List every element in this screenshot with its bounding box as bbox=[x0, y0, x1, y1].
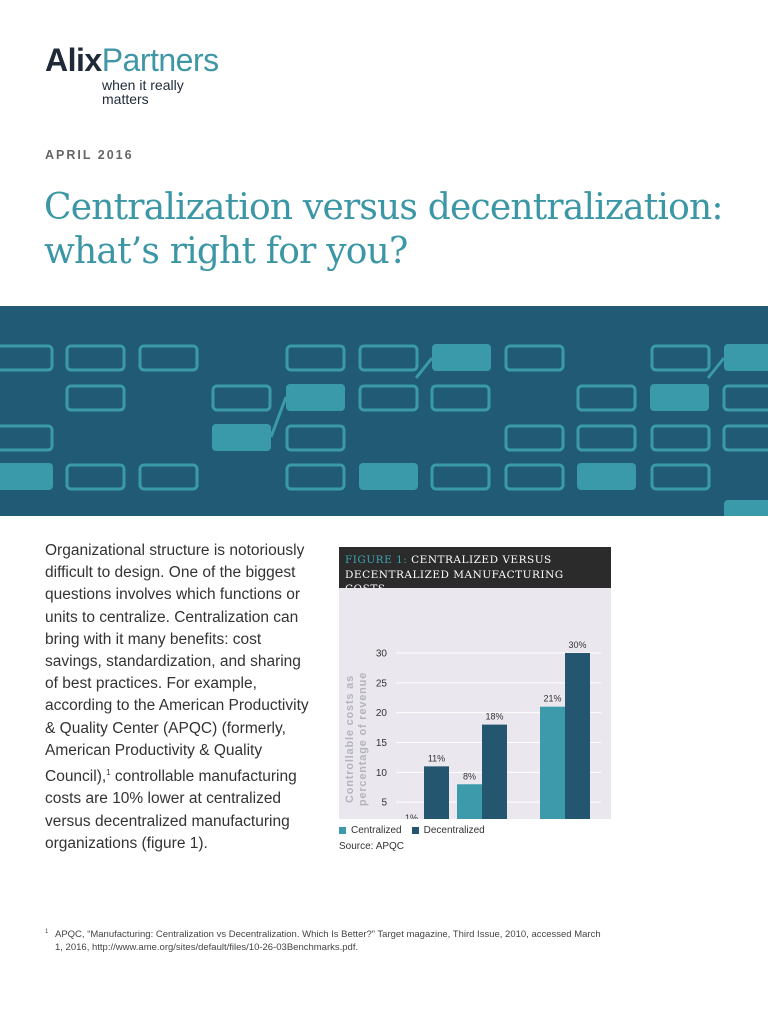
decorative-banner bbox=[0, 306, 768, 516]
footnote-text: APQC, “Manufacturing: Centralization vs … bbox=[55, 929, 601, 953]
figure-label: FIGURE 1: bbox=[345, 554, 408, 566]
chart-source: Source: APQC bbox=[339, 841, 405, 852]
logo-alix: Alix bbox=[45, 42, 102, 78]
data-label: 30% bbox=[568, 640, 586, 650]
title-line-1: Centralization versus decentralization: bbox=[44, 187, 724, 228]
logo-tagline-line2: matters bbox=[102, 91, 149, 107]
legend-swatch-centralized bbox=[339, 827, 346, 834]
y-axis-label-line-2: percentage of revenue bbox=[357, 672, 369, 806]
legend-item-centralized: Centralized bbox=[339, 825, 402, 836]
chart-panel: 051015202530Controllable costs aspercent… bbox=[339, 588, 611, 850]
y-tick-label: 30 bbox=[376, 649, 388, 660]
y-tick-label: 15 bbox=[376, 738, 388, 749]
bar-chart: 051015202530Controllable costs aspercent… bbox=[344, 640, 601, 850]
logo-partners: Partners bbox=[101, 42, 219, 78]
body-text-tail: controllable manufacturing costs are 10%… bbox=[45, 768, 297, 852]
body-paragraph: Organizational structure is notoriously … bbox=[45, 540, 317, 855]
logo-tagline-line1: when it really bbox=[102, 77, 184, 93]
data-label: 18% bbox=[485, 712, 503, 722]
bar-decentralized-2 bbox=[565, 653, 590, 832]
figure-header: FIGURE 1: CENTRALIZED VERSUS DECENTRALIZ… bbox=[339, 547, 611, 595]
footnote: 1 APQC, “Manufacturing: Centralization v… bbox=[45, 928, 605, 954]
legend-label-centralized: Centralized bbox=[351, 825, 402, 836]
legend-swatch-decentralized bbox=[411, 827, 419, 834]
y-tick-label: 10 bbox=[376, 768, 388, 779]
page-title: Centralization versus decentralization: … bbox=[44, 186, 744, 274]
title-line-2: what’s right for you? bbox=[44, 231, 408, 272]
logo-wordmark: AlixPartners bbox=[45, 44, 219, 76]
alixpartners-logo: AlixPartners when it really matters bbox=[45, 44, 219, 106]
bar-centralized-1 bbox=[457, 784, 482, 832]
y-tick-label: 25 bbox=[376, 678, 388, 689]
footnote-reference[interactable]: 1 bbox=[106, 768, 111, 778]
y-tick-label: 5 bbox=[381, 798, 387, 809]
y-axis-label: Controllable costs aspercentage of reven… bbox=[344, 672, 369, 806]
bar-centralized-2 bbox=[540, 706, 565, 832]
bar-decentralized-1 bbox=[482, 724, 507, 832]
data-label: 11% bbox=[428, 753, 445, 763]
data-label: 8% bbox=[463, 771, 476, 781]
figure-1: FIGURE 1: CENTRALIZED VERSUS DECENTRALIZ… bbox=[339, 547, 611, 852]
data-label: 21% bbox=[543, 694, 561, 704]
banner-pattern bbox=[0, 344, 768, 516]
footnote-number: 1 bbox=[45, 929, 49, 935]
legend-label-decentralized: Decentralized bbox=[423, 825, 485, 836]
chart-legend: Centralized Decentralized bbox=[339, 825, 611, 836]
y-tick-label: 20 bbox=[376, 708, 388, 719]
body-text-main: Organizational structure is notoriously … bbox=[45, 542, 309, 786]
bar-decentralized-0 bbox=[424, 766, 449, 832]
data-label: 1% bbox=[405, 813, 418, 819]
y-axis-label-line-1: Controllable costs as bbox=[344, 675, 356, 803]
legend-item-decentralized: Decentralized bbox=[411, 825, 485, 836]
logo-tagline: when it really matters bbox=[102, 78, 219, 106]
publication-date: APRIL 2016 bbox=[45, 148, 134, 162]
